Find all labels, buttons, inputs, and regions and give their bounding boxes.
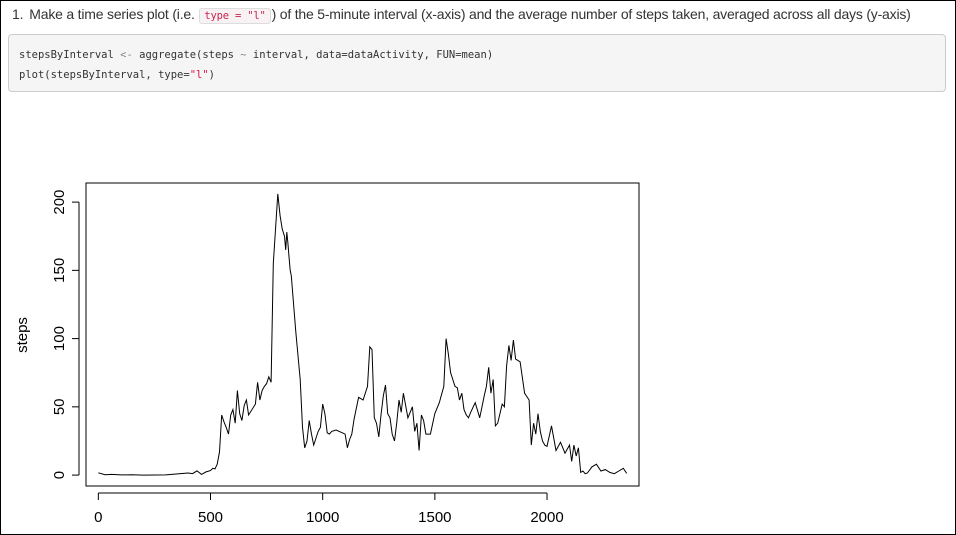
x-axis: 0 500 1000 1500 2000 (94, 492, 564, 526)
y-tick-label: 0 (51, 471, 68, 479)
code-string-literal: "l" (189, 69, 209, 81)
code-line-1: stepsByInterval <- aggregate(steps ~ int… (19, 45, 935, 65)
r-code-block: stepsByInterval <- aggregate(steps ~ int… (8, 34, 946, 92)
instruction-number: 1. (12, 6, 24, 22)
y-tick-label: 200 (51, 190, 68, 215)
code-line-2-part-a: plot(stepsByInterval, type= (19, 69, 190, 81)
inline-code-type: type = "l" (199, 8, 271, 24)
chart-area: 0 500 1000 1500 2000 0 50 100 150 200 steps (0, 100, 956, 535)
instruction-text-before: Make a time series plot (i.e. (29, 6, 195, 22)
instruction-text: 1. Make a time series plot (i.e. type = "… (12, 5, 911, 25)
y-tick-label: 50 (51, 398, 68, 415)
code-line-1-part-a: stepsByInterval (19, 49, 121, 61)
y-tick-label: 150 (51, 258, 68, 283)
y-tick-label: 100 (51, 326, 68, 351)
code-tilde-operator: ~ (240, 49, 247, 61)
steps-by-interval-chart: 0 500 1000 1500 2000 0 50 100 150 200 steps (14, 182, 640, 526)
y-axis: 0 50 100 150 200 (51, 190, 80, 479)
y-axis-label: steps (14, 317, 31, 353)
code-line-1-part-c: interval, data=dataActivity, FUN=mean) (246, 49, 494, 61)
code-line-1-part-b: aggregate(steps (132, 49, 241, 61)
code-assign-operator: <- (120, 49, 133, 61)
code-line-2: plot(stepsByInterval, type="l") (19, 65, 935, 85)
x-tick-label: 500 (198, 509, 223, 526)
x-tick-label: 2000 (530, 509, 563, 526)
x-tick-label: 1500 (418, 509, 451, 526)
code-line-2-part-b: ) (208, 69, 215, 81)
instruction-text-after: ) of the 5-minute interval (x-axis) and … (271, 6, 911, 22)
series-line-steps (98, 193, 628, 476)
x-tick-label: 0 (94, 509, 102, 526)
plot-box (85, 182, 640, 487)
x-tick-label: 1000 (306, 509, 339, 526)
